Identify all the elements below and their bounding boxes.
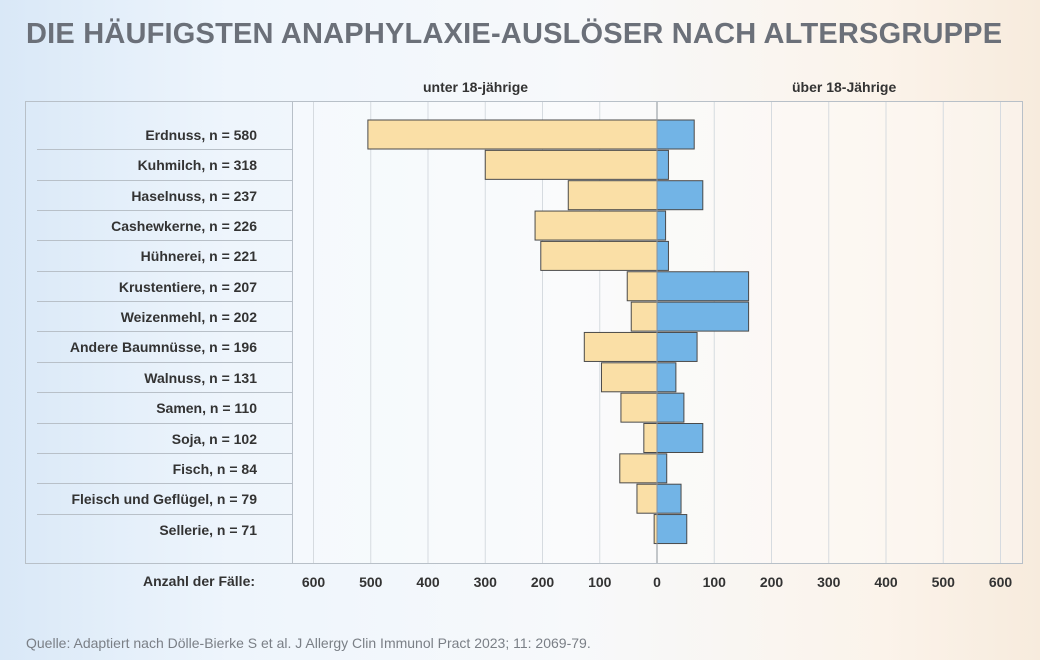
bar-over-18	[656, 180, 704, 211]
bar-over-18	[656, 301, 750, 332]
category-label-column	[25, 101, 293, 564]
bar-over-18	[656, 362, 677, 393]
x-tick-label: 400	[874, 574, 898, 590]
x-axis-title: Anzahl der Fälle:	[143, 573, 256, 589]
bar-over-18	[656, 483, 682, 514]
bar-over-18	[656, 423, 704, 453]
x-tick-label: 400	[416, 574, 440, 590]
bar-over-18	[656, 271, 750, 302]
row-separator	[37, 513, 292, 515]
category-label: Andere Baumnüsse, n = 196	[69, 339, 257, 356]
category-label: Haselnuss, n = 237	[131, 187, 257, 204]
category-label: Fleisch und Geflügel, n = 79	[71, 491, 257, 508]
category-label: Krustentiere, n = 207	[118, 278, 257, 295]
row-separator	[37, 179, 292, 181]
bar-over-18	[656, 210, 667, 241]
row-separator	[37, 483, 292, 485]
bar-under-18	[534, 210, 658, 241]
category-label: Sellerie, n = 71	[159, 521, 257, 538]
x-tick-label: 500	[932, 574, 956, 590]
row-separator	[37, 361, 292, 363]
row-separator	[37, 422, 292, 424]
bar-over-18	[656, 331, 698, 362]
bar-under-18	[619, 453, 658, 484]
category-label: Soja, n = 102	[171, 430, 257, 447]
bar-over-18	[656, 119, 695, 150]
x-tick-label: 300	[817, 574, 841, 590]
row-separator	[37, 301, 292, 303]
category-label: Erdnuss, n = 580	[145, 127, 257, 143]
bar-under-18	[620, 392, 658, 423]
category-label: Fisch, n = 84	[172, 460, 257, 477]
x-tick-label: 300	[474, 574, 498, 590]
chart-title: DIE HÄUFIGSTEN ANAPHYLAXIE-AUSLÖSER NACH…	[26, 18, 1003, 50]
bar-under-18	[484, 149, 658, 180]
bar-under-18	[630, 301, 658, 332]
chart-frame	[25, 101, 1023, 564]
bar-over-18	[656, 149, 669, 180]
bar-under-18	[636, 483, 658, 514]
bar-under-18	[583, 331, 658, 362]
bar-over-18	[656, 240, 669, 271]
bar-under-18	[540, 240, 658, 271]
bar-under-18	[643, 423, 658, 453]
category-label: Walnuss, n = 131	[144, 369, 257, 386]
x-tick-label: 100	[588, 574, 612, 590]
x-tick-label: 600	[989, 574, 1013, 590]
bar-under-18	[567, 180, 658, 211]
bar-under-18	[367, 119, 658, 150]
category-label: Weizenmehl, n = 202	[120, 309, 257, 326]
row-separator	[37, 240, 292, 242]
x-tick-label: 200	[531, 574, 555, 590]
panel-label-under-18: unter 18-jährige	[423, 79, 529, 95]
category-label: Hühnerei, n = 221	[140, 248, 257, 265]
row-separator	[37, 210, 292, 212]
source-note: Quelle: Adaptiert nach Dölle-Bierke S et…	[26, 635, 591, 651]
x-tick-label: 200	[760, 574, 784, 590]
x-tick-label: 500	[359, 574, 383, 590]
bar-over-18	[656, 514, 688, 545]
category-label: Kuhmilch, n = 318	[137, 157, 257, 174]
bar-under-18	[626, 271, 658, 302]
row-separator	[37, 331, 292, 333]
row-separator	[37, 270, 292, 272]
category-label: Samen, n = 110	[156, 400, 257, 417]
bar-over-18	[656, 392, 685, 423]
x-tick-label: 0	[653, 574, 661, 590]
row-separator	[37, 452, 292, 454]
x-tick-label: 100	[703, 574, 727, 590]
row-separator	[37, 149, 292, 151]
x-tick-label: 600	[302, 574, 326, 590]
bar-over-18	[656, 453, 668, 484]
row-separator	[37, 392, 292, 394]
category-label: Cashewkerne, n = 226	[111, 218, 257, 235]
bar-under-18	[600, 362, 658, 393]
panel-label-over-18: über 18-Jährige	[792, 79, 897, 95]
